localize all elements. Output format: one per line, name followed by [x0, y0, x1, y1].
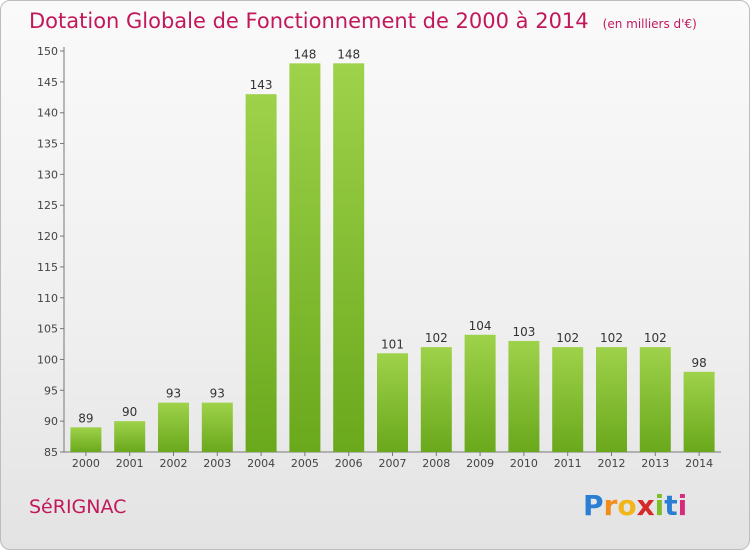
- x-tick-label: 2004: [247, 457, 275, 470]
- bar: [552, 347, 584, 452]
- y-tick-label: 115: [37, 261, 58, 274]
- bar-value-label: 102: [556, 331, 579, 345]
- bar-value-label: 102: [425, 331, 448, 345]
- bar-value-label: 104: [469, 319, 492, 333]
- bar: [420, 347, 452, 452]
- bar: [201, 402, 233, 452]
- bar-value-label: 98: [691, 356, 706, 370]
- y-tick-label: 145: [37, 76, 58, 89]
- x-tick-label: 2005: [291, 457, 319, 470]
- chart-unit-note: (en milliers d'€): [602, 17, 697, 31]
- bar: [508, 340, 540, 452]
- y-tick-label: 150: [37, 45, 58, 58]
- bar: [245, 94, 277, 452]
- x-tick-label: 2008: [422, 457, 450, 470]
- bar-value-label: 101: [381, 337, 404, 351]
- y-tick-label: 100: [37, 353, 58, 366]
- x-tick-label: 2012: [598, 457, 626, 470]
- y-tick-label: 130: [37, 168, 58, 181]
- y-tick-label: 90: [44, 415, 58, 428]
- x-tick-label: 2007: [379, 457, 407, 470]
- bar-value-label: 103: [512, 325, 535, 339]
- bar-value-label: 93: [210, 387, 225, 401]
- commune-name: SéRIGNAC: [29, 496, 127, 518]
- bar: [596, 347, 627, 452]
- bar-value-label: 143: [250, 78, 273, 92]
- bar-value-label: 90: [122, 405, 137, 419]
- bar-value-label: 102: [600, 331, 623, 345]
- chart-title-text: Dotation Globale de Fonctionnement de 20…: [29, 9, 589, 33]
- bar: [683, 371, 715, 452]
- y-tick-label: 95: [44, 384, 58, 397]
- logo-letter: o: [617, 489, 637, 522]
- x-tick-label: 2011: [554, 457, 582, 470]
- bar-value-label: 102: [644, 331, 667, 345]
- bar: [70, 427, 102, 452]
- x-tick-label: 2009: [466, 457, 494, 470]
- x-tick-label: 2010: [510, 457, 538, 470]
- y-tick-label: 125: [37, 199, 58, 212]
- y-tick-label: 135: [37, 138, 58, 151]
- bar: [333, 63, 365, 452]
- bar-value-label: 148: [337, 47, 360, 61]
- proxiti-logo: Proxiti: [583, 489, 687, 522]
- bar: [377, 353, 408, 452]
- bar-value-label: 93: [166, 387, 181, 401]
- y-tick-label: 105: [37, 323, 58, 336]
- x-tick-label: 2003: [203, 457, 231, 470]
- logo-letter: r: [603, 489, 618, 522]
- bar: [158, 402, 189, 452]
- y-tick-label: 110: [37, 292, 58, 305]
- y-tick-label: 140: [37, 107, 58, 120]
- chart-title: Dotation Globale de Fonctionnement de 20…: [29, 9, 697, 33]
- logo-letter: i: [654, 489, 665, 522]
- y-tick-label: 85: [44, 446, 58, 459]
- x-tick-label: 2006: [335, 457, 363, 470]
- x-tick-label: 2000: [72, 457, 100, 470]
- bar: [464, 334, 496, 452]
- logo-letter: t: [664, 489, 678, 522]
- x-tick-label: 2013: [641, 457, 669, 470]
- x-tick-label: 2014: [685, 457, 713, 470]
- bar: [639, 347, 671, 452]
- bar: [289, 63, 321, 452]
- x-tick-label: 2001: [116, 457, 144, 470]
- x-tick-label: 2002: [160, 457, 188, 470]
- bar-value-label: 148: [293, 47, 316, 61]
- logo-letter: i: [677, 489, 688, 522]
- bar: [114, 421, 146, 452]
- logo-letter: x: [636, 489, 655, 522]
- bar-value-label: 89: [78, 411, 93, 425]
- y-tick-label: 120: [37, 230, 58, 243]
- logo-letter: P: [583, 489, 604, 522]
